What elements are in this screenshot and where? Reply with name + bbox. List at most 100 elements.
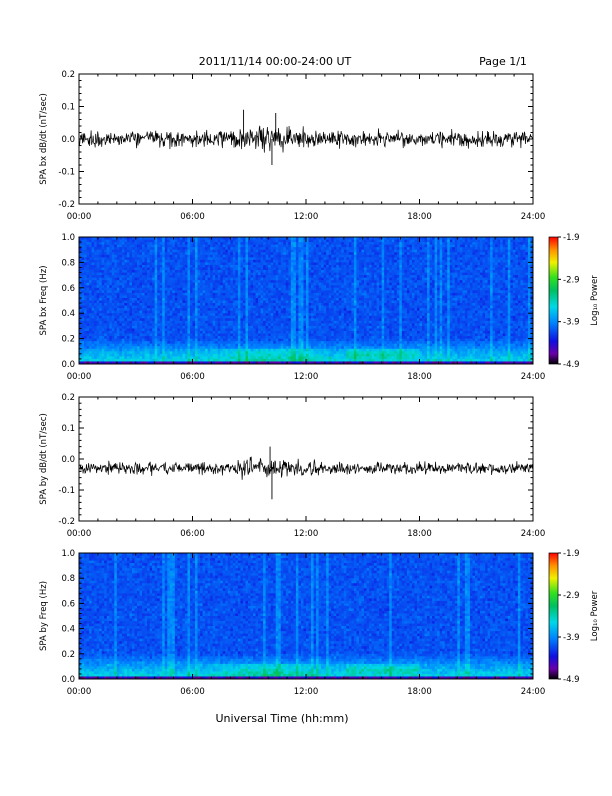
- heatmap-cell: [281, 288, 284, 291]
- heatmap-cell: [298, 301, 301, 304]
- heatmap-cell: [324, 326, 327, 329]
- heatmap-cell: [258, 267, 261, 270]
- heatmap-cell: [319, 339, 322, 342]
- heatmap-cell: [286, 265, 289, 268]
- heatmap-cell: [245, 316, 248, 319]
- heatmap-cell: [198, 245, 201, 248]
- heatmap-cell: [266, 298, 269, 301]
- heatmap-cell: [142, 262, 145, 265]
- heatmap-cell: [147, 323, 150, 326]
- heatmap-cell: [109, 316, 112, 319]
- heatmap-cell: [301, 255, 304, 258]
- heatmap-cell: [157, 359, 160, 362]
- heatmap-cell: [165, 341, 168, 344]
- heatmap-cell: [225, 336, 228, 339]
- heatmap-cell: [215, 328, 218, 331]
- heatmap-cell: [203, 334, 206, 337]
- heatmap-cell: [193, 313, 196, 316]
- heatmap-cell: [321, 262, 324, 265]
- heatmap-cell: [134, 323, 137, 326]
- heatmap-cell: [119, 240, 122, 243]
- heatmap-cell: [152, 250, 155, 253]
- heatmap-cell: [271, 257, 274, 260]
- heatmap-cell: [99, 257, 102, 260]
- heatmap-cell: [99, 301, 102, 304]
- heatmap-cell: [203, 359, 206, 362]
- heatmap-cell: [225, 356, 228, 359]
- heatmap-cell: [147, 318, 150, 321]
- heatmap-cell: [273, 283, 276, 286]
- heatmap-cell: [301, 262, 304, 265]
- heatmap-cell: [268, 283, 271, 286]
- heatmap-cell: [172, 359, 175, 362]
- heatmap-cell: [182, 298, 185, 301]
- heatmap-cell: [87, 331, 90, 334]
- heatmap-cell: [160, 265, 163, 268]
- heatmap-cell: [281, 278, 284, 281]
- heatmap-cell: [225, 306, 228, 309]
- heatmap-cell: [213, 344, 216, 347]
- heatmap-cell: [132, 313, 135, 316]
- heatmap-cell: [316, 341, 319, 344]
- heatmap-cell: [145, 280, 148, 283]
- heatmap-cell: [200, 275, 203, 278]
- heatmap-cell: [303, 331, 306, 334]
- heatmap-cell: [177, 301, 180, 304]
- heatmap-cell: [258, 341, 261, 344]
- heatmap-cell: [314, 334, 317, 337]
- heatmap-cell: [306, 270, 309, 273]
- heatmap-cell: [230, 344, 233, 347]
- heatmap-cell: [208, 290, 211, 293]
- heatmap-cell: [225, 341, 228, 344]
- heatmap-cell: [256, 303, 259, 306]
- heatmap-cell: [210, 290, 213, 293]
- heatmap-cell: [278, 293, 281, 296]
- heatmap-cell: [119, 331, 122, 334]
- heatmap-cell: [200, 262, 203, 265]
- heatmap-cell: [117, 262, 120, 265]
- heatmap-cell: [225, 328, 228, 331]
- heatmap-cell: [306, 334, 309, 337]
- heatmap-cell: [172, 285, 175, 288]
- heatmap-cell: [306, 311, 309, 314]
- heatmap-cell: [271, 250, 274, 253]
- heatmap-cell: [286, 293, 289, 296]
- heatmap-cell: [137, 273, 140, 276]
- heatmap-cell: [205, 313, 208, 316]
- heatmap-cell: [175, 326, 178, 329]
- heatmap-cell: [261, 252, 264, 255]
- heatmap-cell: [167, 351, 170, 354]
- heatmap-cell: [253, 303, 256, 306]
- heatmap-cell: [319, 301, 322, 304]
- heatmap-cell: [293, 323, 296, 326]
- heatmap-cell: [119, 293, 122, 296]
- heatmap-cell: [185, 270, 188, 273]
- heatmap-cell: [251, 280, 254, 283]
- heatmap-cell: [324, 306, 327, 309]
- heatmap-cell: [122, 313, 125, 316]
- heatmap-cell: [258, 245, 261, 248]
- heatmap-cell: [87, 336, 90, 339]
- heatmap-cell: [112, 280, 115, 283]
- heatmap-cell: [251, 255, 254, 258]
- heatmap-cell: [215, 262, 218, 265]
- heatmap-cell: [306, 255, 309, 258]
- heatmap-cell: [306, 273, 309, 276]
- heatmap-cell: [278, 283, 281, 286]
- heatmap-cell: [223, 247, 226, 250]
- heatmap-cell: [286, 316, 289, 319]
- heatmap-cell: [160, 349, 163, 352]
- heatmap-cell: [117, 341, 120, 344]
- heatmap-cell: [314, 240, 317, 243]
- heatmap-cell: [281, 273, 284, 276]
- heatmap-cell: [84, 240, 87, 243]
- heatmap-cell: [256, 250, 259, 253]
- heatmap-cell: [152, 341, 155, 344]
- heatmap-cell: [193, 252, 196, 255]
- heatmap-cell: [157, 316, 160, 319]
- heatmap-cell: [324, 252, 327, 255]
- heatmap-cell: [145, 257, 148, 260]
- heatmap-cell: [175, 265, 178, 268]
- heatmap-cell: [276, 346, 279, 349]
